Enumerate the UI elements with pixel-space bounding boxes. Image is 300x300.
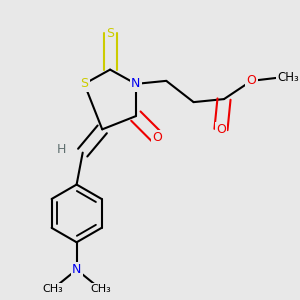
Text: H: H xyxy=(57,143,66,156)
Text: S: S xyxy=(106,27,114,40)
Text: O: O xyxy=(152,131,162,144)
Text: N: N xyxy=(131,77,141,90)
Text: N: N xyxy=(72,263,81,276)
Text: CH₃: CH₃ xyxy=(277,71,299,84)
Text: CH₃: CH₃ xyxy=(42,284,63,294)
Text: O: O xyxy=(216,123,226,136)
Text: CH₃: CH₃ xyxy=(91,284,111,294)
Text: O: O xyxy=(246,74,256,87)
Text: S: S xyxy=(80,77,88,90)
